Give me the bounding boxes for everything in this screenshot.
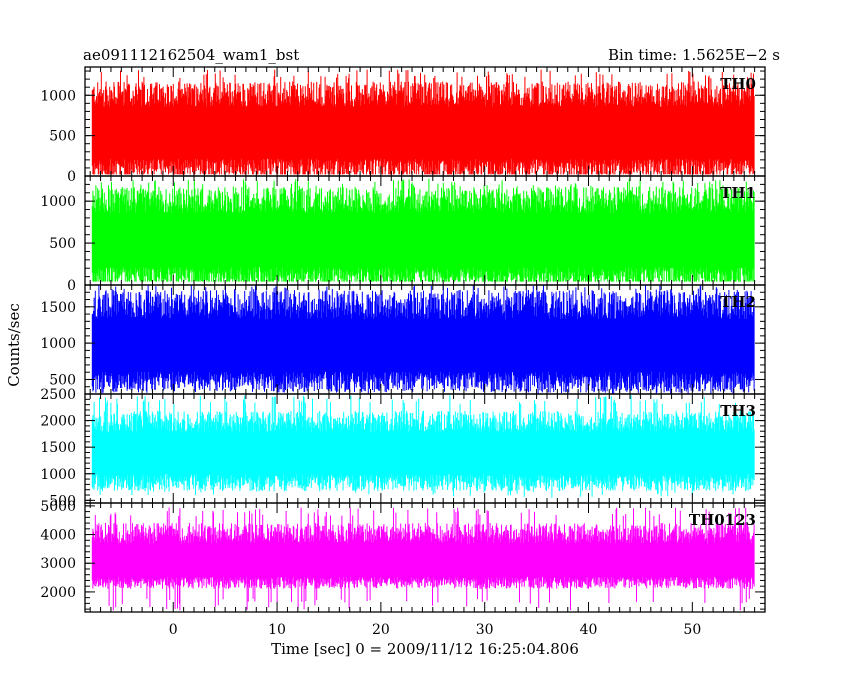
y-tick-label: 500: [49, 236, 76, 252]
x-tick-label: 0: [169, 622, 178, 638]
panel-th3: 500 1000 1500 2000 2500 TH3: [40, 387, 766, 509]
y-tick-label: 4000: [40, 528, 76, 544]
y-tick-label: 0: [67, 169, 76, 185]
x-tick-label: 30: [476, 622, 494, 638]
y-tick-label: 2500: [40, 387, 76, 403]
y-tick-label: 5000: [40, 499, 76, 515]
y-tick-label: 1000: [40, 336, 76, 352]
y-tick-label: 1000: [40, 467, 76, 483]
series-th0123-curve: [91, 507, 755, 611]
bin-time-label: Bin time: 1.5625E−2 s: [608, 46, 780, 64]
y-tick-label: 3000: [40, 556, 76, 572]
x-tick-label: 20: [372, 622, 390, 638]
panel-th0123-label: TH0123: [689, 511, 756, 529]
y-tick-label: 500: [49, 493, 76, 509]
panel-th2-label: TH2: [720, 293, 756, 311]
x-tick-label: 50: [683, 622, 701, 638]
y-tick-label: 1500: [40, 440, 76, 456]
y-tick-label: 1000: [40, 194, 76, 210]
y-axis-label: Counts/sec: [5, 303, 23, 387]
panel-th3-label: TH3: [720, 402, 756, 420]
y-tick-label: 1000: [40, 88, 76, 104]
x-tick-label: 40: [580, 622, 598, 638]
panel-th0: 0 500 1000 TH0: [40, 66, 766, 185]
y-tick-label: 2000: [40, 414, 76, 430]
y-tick-label: 2000: [40, 585, 76, 601]
y-tick-label: 0: [67, 278, 76, 294]
panel-th0-label: TH0: [720, 75, 756, 93]
x-tick-label: 10: [268, 622, 286, 638]
y-tick-label: 1500: [40, 300, 76, 316]
series-th1-curve: [91, 178, 755, 282]
series-th0-curve: [91, 69, 755, 175]
panel-th1-label: TH1: [720, 184, 756, 202]
series-th3-curve: [91, 395, 755, 498]
panel-th2: 500 1000 1500 TH2: [40, 284, 766, 395]
series-th2-curve: [91, 285, 755, 394]
chart-title: ae091112162504_wam1_bst: [83, 46, 299, 64]
panel-th0123: 2000 3000 4000 5000 TH0123: [40, 499, 766, 613]
y-tick-label: 500: [49, 129, 76, 145]
x-axis-label: Time [sec] 0 = 2009/11/12 16:25:04.806: [271, 640, 579, 658]
panel-th1: 0 500 1000 TH1: [40, 175, 766, 294]
y-tick-label: 500: [49, 372, 76, 388]
